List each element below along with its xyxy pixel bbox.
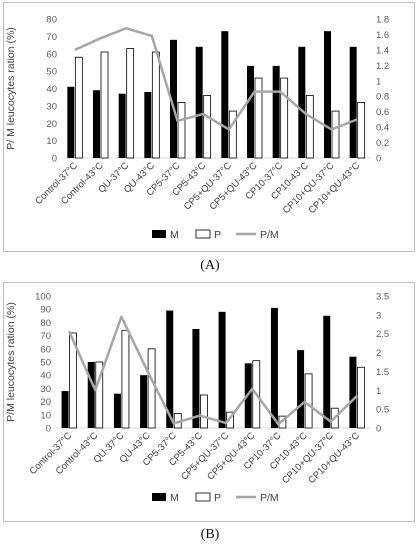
chart-a-y-tick-label: 10	[46, 136, 57, 147]
chart-b-bar-m	[270, 307, 278, 428]
chart-a-bar-m	[298, 46, 306, 158]
chart-a-legend-p-label: P	[214, 229, 221, 241]
chart-b-y2-tick-label: 0.5	[376, 405, 389, 416]
chart-a-bar-p	[331, 110, 340, 159]
chart-b-bar-p	[121, 329, 130, 429]
chart-a-bar-p	[74, 56, 83, 159]
chart-a-bar-p	[357, 102, 366, 159]
chart-a-bar-p	[280, 77, 289, 159]
chart-b-legend-p-swatch	[195, 492, 211, 502]
chart-a-y-tick-label: 40	[46, 84, 57, 95]
chart-a-bar-m	[67, 86, 75, 158]
chart-b-bar-p	[147, 348, 156, 429]
chart-b-y-tick-label: 30	[40, 384, 51, 395]
chart-b-bar-m	[140, 375, 148, 428]
chart-a-bar-p	[177, 102, 186, 159]
chart-a-y2-tick-label: 0.8	[376, 92, 389, 103]
chart-b-bar-m	[166, 310, 174, 428]
chart-b-bar-m	[349, 356, 357, 428]
chart-a-y2-tick-label: 1.2	[376, 61, 389, 72]
chart-a-bar-p	[305, 95, 314, 159]
chart-a-bar-p	[100, 51, 109, 159]
chart-b-y-tick-label: 70	[40, 331, 51, 342]
chart-a-y-tick-label: 20	[46, 119, 57, 130]
chart-b-y-tick-label: 60	[40, 344, 51, 355]
chart-a-legend-pm-label: P/M	[260, 229, 279, 241]
chart-a-y2-tick-label: 1.4	[376, 45, 389, 56]
chart-a-y2-tick-label: 0.4	[376, 123, 389, 134]
chart-a-bar-m	[221, 31, 229, 159]
chart-b-bar-m	[323, 315, 331, 428]
chart-a-line-pm	[74, 27, 358, 131]
chart-a-y2-tick-label: 0	[376, 154, 381, 165]
chart-b-y2-tick-label: 1	[376, 386, 381, 397]
chart-b-y-tick-label: 20	[40, 397, 51, 408]
chart-a-y2-tick-label: 0.2	[376, 138, 389, 149]
chart-a-y-axis-label: P/ M leucocytes ration (%)	[5, 27, 17, 150]
chart-b-legend-m-label: M	[170, 492, 179, 504]
chart-b-bar-p	[357, 366, 365, 429]
chart-a-y-tick-label: 60	[46, 49, 57, 60]
chart-a-y2-tick-label: 1.6	[376, 30, 389, 41]
chart-b-y2-tick-label: 3	[376, 310, 381, 321]
chart-b-bar-m	[61, 391, 69, 428]
chart-b-bar-m	[113, 393, 121, 428]
chart-b-y-tick-label: 50	[40, 358, 51, 369]
chart-b-bar-p	[95, 361, 104, 429]
chart-b-bar-m	[218, 311, 226, 428]
chart-a: P/ M leucocytes ration (%)01020304050607…	[5, 15, 389, 242]
chart-a-bar-m	[93, 90, 100, 158]
chart-a-y-tick-label: 70	[46, 32, 57, 43]
chart-b-y2-tick-label: 1.5	[376, 367, 389, 378]
chart-a-bar-m	[144, 91, 152, 158]
chart-a-y-tick-label: 50	[46, 67, 57, 78]
chart-b-y2-tick-label: 2.5	[376, 329, 389, 340]
chart-a-bar-p	[203, 95, 212, 159]
chart-b-bar-m	[297, 350, 305, 428]
chart-a-y-tick-label: 80	[46, 15, 57, 26]
chart-a-bar-m	[247, 65, 254, 158]
chart-a-bar-p	[254, 77, 263, 159]
chart-b-y-tick-label: 80	[40, 318, 51, 329]
chart-b-bar-p	[69, 332, 77, 429]
chart-b-legend-p-label: P	[214, 492, 221, 504]
chart-b-bar-p	[304, 373, 313, 429]
chart-a-bar-m	[272, 65, 280, 158]
chart-a-legend-p-swatch	[195, 229, 211, 239]
chart-a-y2-tick-label: 1.8	[376, 15, 389, 26]
chart-b-y2-tick-label: 2	[376, 348, 381, 359]
chart-b-y-tick-label: 90	[40, 305, 51, 316]
chart-a-bar-m	[195, 46, 203, 158]
chart-b-legend-m-swatch	[152, 493, 166, 501]
chart-b-bar-m	[192, 329, 200, 428]
chart-a-bar-p	[228, 110, 237, 159]
chart-b-bar-p	[226, 411, 234, 429]
chart-b-y-tick-label: 40	[40, 371, 51, 382]
chart-a-y-tick-label: 30	[46, 101, 57, 112]
chart-a-bar-m	[324, 31, 331, 159]
chart-b-caption: (B)	[200, 527, 220, 542]
chart-b-y2-tick-label: 3.5	[376, 292, 389, 303]
chart-a-y2-tick-label: 1	[376, 76, 381, 87]
chart-b-y-tick-label: 0	[46, 424, 51, 435]
chart-b-line-pm	[67, 315, 358, 426]
chart-a-bar-m	[118, 93, 126, 158]
chart-a-y2-tick-label: 0.6	[376, 107, 389, 118]
chart-b-y2-tick-label: 0	[376, 424, 381, 435]
chart-b-legend-pm-label: P/M	[260, 492, 279, 504]
chart-b-y-tick-label: 100	[35, 292, 51, 303]
chart-b-y-axis-label: P/M leucocytes ration (%)	[5, 302, 17, 422]
chart-a-caption: (A)	[200, 258, 220, 273]
chart-a-y-tick-label: 0	[52, 154, 57, 165]
chart-a-legend-m-swatch	[152, 230, 166, 238]
chart-a-bar-m	[170, 39, 177, 158]
chart-a-bar-m	[349, 46, 357, 158]
chart-b-bar-p	[200, 394, 208, 429]
chart-a-legend-m-label: M	[170, 229, 179, 241]
chart-a-bar-p	[126, 48, 135, 159]
chart-b-bar-m	[87, 362, 95, 428]
chart-b-y-tick-label: 10	[40, 410, 51, 421]
